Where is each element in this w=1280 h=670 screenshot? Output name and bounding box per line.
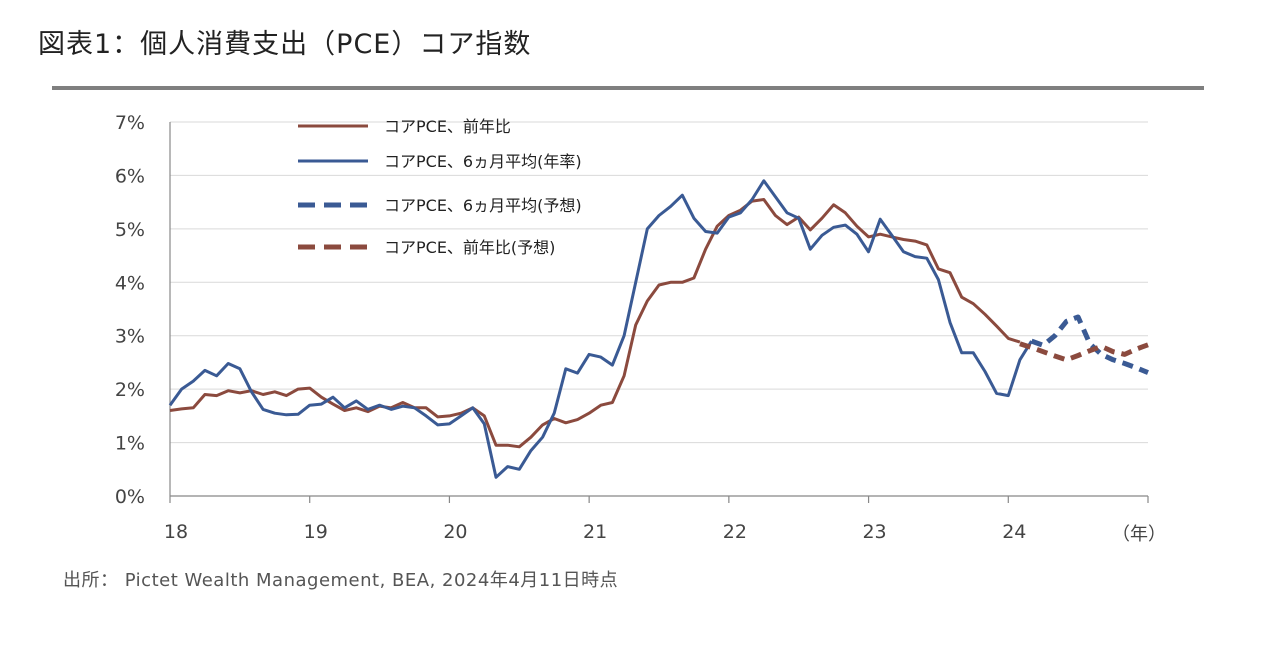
- pce-line-chart: 0% 1% 2% 3% 4% 5% 6% 7% 18 19 20 21 22 23 24 コアPCE、前年比…: [115, 112, 1166, 545]
- x-tick-label: 18: [164, 521, 188, 543]
- x-tick-label: 21: [583, 521, 607, 543]
- legend-label: コアPCE、6ヵ月平均(予想): [384, 196, 582, 215]
- series-line: [1019, 341, 1149, 363]
- title-divider: [52, 86, 1204, 90]
- source-note: 出所： Pictet Wealth Management, BEA, 2024年…: [63, 570, 619, 591]
- x-tick-label: 20: [443, 521, 467, 543]
- x-tick-label: 24: [1002, 521, 1026, 543]
- y-tick-label: 4%: [115, 272, 145, 294]
- gridlines: [170, 121, 1148, 444]
- chart-title: 図表1：個人消費支出（PCE）コア指数: [38, 29, 532, 60]
- x-tick-label: 23: [862, 521, 886, 543]
- legend-label: コアPCE、6ヵ月平均(年率): [384, 152, 582, 171]
- x-tick-label: 22: [723, 521, 747, 543]
- series-line: [168, 179, 1033, 479]
- y-tick-label: 3%: [115, 326, 145, 348]
- legend-label: コアPCE、前年比(予想): [384, 238, 555, 257]
- y-tick-label: 5%: [115, 219, 145, 241]
- series-lines: [168, 179, 1149, 479]
- series-line: [169, 198, 1021, 449]
- x-tick-label: 19: [304, 521, 328, 543]
- y-tick-label: 1%: [115, 433, 145, 455]
- x-axis-unit: （年）: [1112, 524, 1166, 545]
- y-tick-label: 7%: [115, 112, 145, 134]
- axes: 0% 1% 2% 3% 4% 5% 6% 7% 18 19 20 21 22 23 24: [115, 112, 1149, 543]
- y-tick-label: 6%: [115, 165, 145, 187]
- series-line: [1030, 314, 1149, 375]
- y-tick-label: 2%: [115, 379, 145, 401]
- y-tick-label: 0%: [115, 486, 145, 508]
- legend-label: コアPCE、前年比: [384, 117, 511, 136]
